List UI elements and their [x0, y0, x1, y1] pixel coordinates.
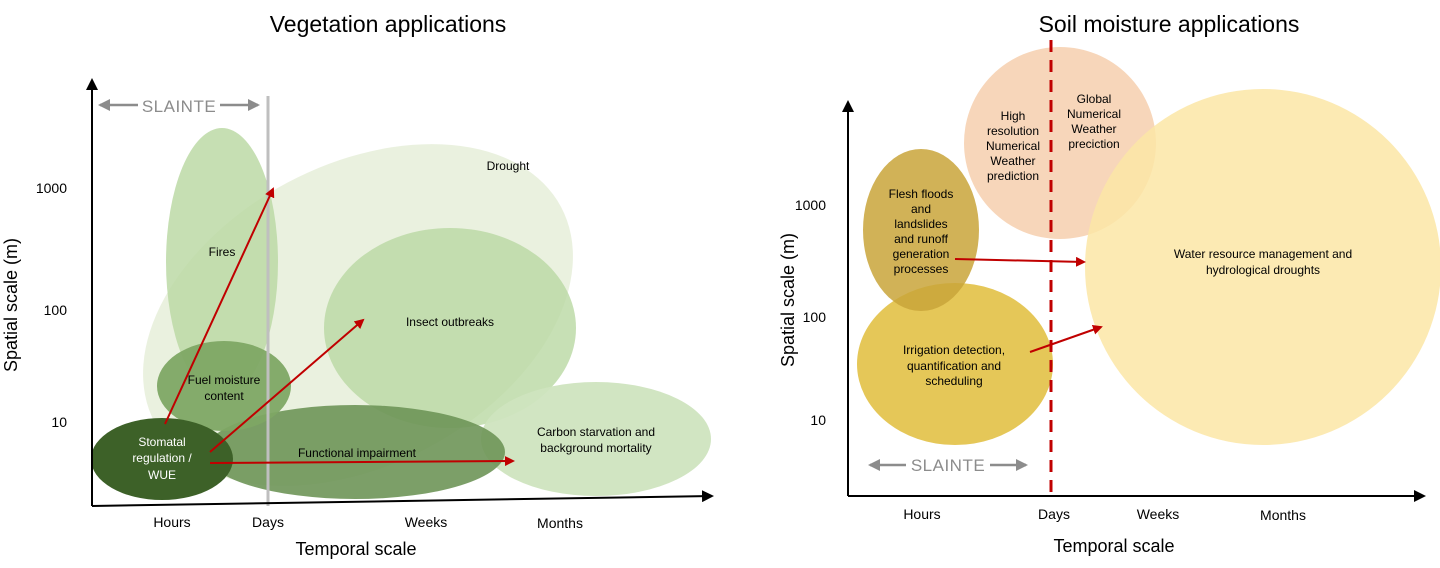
functional-impairment-ellipse: [205, 405, 505, 499]
left-x-axis-title: Temporal scale: [295, 539, 416, 559]
high-res-nwp-label-3: Numerical: [986, 139, 1040, 153]
slainte-label: SLAINTE: [142, 97, 216, 116]
left-y-axis-title: Spatial scale (m): [1, 238, 21, 372]
right-xtick-hours: Hours: [903, 506, 940, 522]
flash-floods-label-1: Flesh floods: [889, 187, 954, 201]
irrigation-ellipse: [857, 283, 1053, 445]
high-res-nwp-label-5: prediction: [987, 169, 1039, 183]
stomatal-label-2: regulation /: [132, 451, 192, 465]
water-resource-circle: [1085, 89, 1440, 445]
left-ytick-10: 10: [51, 414, 67, 430]
right-ytick-1000: 1000: [795, 197, 826, 213]
global-nwp-label-4: preciction: [1068, 137, 1119, 151]
fires-label: Fires: [209, 245, 236, 259]
left-xtick-days: Days: [252, 514, 284, 530]
arrow-to-insect: [209, 318, 365, 453]
irrigation-label-1: Irrigation detection,: [903, 343, 1005, 357]
right-panel-title: Soil moisture applications: [1039, 11, 1300, 37]
right-xtick-days: Days: [1038, 506, 1070, 522]
flash-floods-label-4: and runoff: [894, 232, 948, 246]
right-panel: Soil moisture applications High resoluti…: [778, 11, 1440, 556]
left-ytick-1000: 1000: [36, 180, 67, 196]
flash-floods-ellipse: [863, 149, 979, 311]
irrigation-label-3: scheduling: [925, 374, 982, 388]
stomatal-label-1: Stomatal: [138, 435, 185, 449]
global-nwp-label-3: Weather: [1071, 122, 1116, 136]
flash-floods-label-2: and: [911, 202, 931, 216]
stomatal-regulation-ellipse: [91, 418, 233, 500]
water-resource-label-1: Water resource management and: [1174, 247, 1352, 261]
high-res-nwp-label-4: Weather: [990, 154, 1035, 168]
left-panel-title: Vegetation applications: [270, 11, 507, 37]
high-res-nwp-label-1: High: [1001, 109, 1026, 123]
left-x-axis: [91, 490, 714, 507]
water-resource-label-2: hydrological droughts: [1206, 263, 1320, 277]
left-xtick-months: Months: [537, 515, 583, 531]
arrow-flash-to-water: [954, 256, 1086, 267]
arrow-to-carbon: [209, 456, 515, 467]
carbon-starvation-ellipse: [481, 382, 711, 496]
fuel-moisture-label-1: Fuel moisture: [188, 373, 261, 387]
right-x-axis-title: Temporal scale: [1053, 536, 1174, 556]
right-xtick-weeks: Weeks: [1137, 506, 1180, 522]
functional-impairment-label: Functional impairment: [298, 446, 417, 460]
left-xtick-weeks: Weeks: [405, 514, 448, 530]
global-nwp-label-1: Global: [1077, 92, 1112, 106]
left-ytick-100: 100: [44, 302, 68, 318]
carbon-starvation-label-1: Carbon starvation and: [537, 425, 655, 439]
fires-ellipse: [166, 128, 278, 396]
right-y-axis-title: Spatial scale (m): [778, 233, 798, 367]
flash-floods-label-5: generation: [893, 247, 950, 261]
arrow-irrigation-to-water: [1029, 324, 1103, 353]
arrow-to-fires: [164, 187, 275, 425]
right-ytick-100: 100: [803, 309, 827, 325]
fuel-moisture-label-2: content: [204, 389, 244, 403]
left-xtick-hours: Hours: [153, 514, 190, 530]
flash-floods-label-3: landslides: [894, 217, 947, 231]
insect-outbreaks-label: Insect outbreaks: [406, 315, 494, 329]
right-ytick-10: 10: [810, 412, 826, 428]
drought-label: Drought: [487, 159, 530, 173]
flash-floods-label-6: processes: [894, 262, 949, 276]
fuel-moisture-ellipse: [157, 341, 291, 431]
high-res-nwp-label-2: resolution: [987, 124, 1039, 138]
irrigation-label-2: quantification and: [907, 359, 1001, 373]
left-panel: Vegetation applications SLAINTE Drought …: [1, 11, 714, 559]
right-xtick-months: Months: [1260, 507, 1306, 523]
stomatal-label-3: WUE: [148, 468, 176, 482]
insect-outbreaks-ellipse: [324, 228, 576, 428]
global-nwp-label-2: Numerical: [1067, 107, 1121, 121]
right-slainte-label: SLAINTE: [911, 456, 985, 475]
carbon-starvation-label-2: background mortality: [540, 441, 651, 455]
